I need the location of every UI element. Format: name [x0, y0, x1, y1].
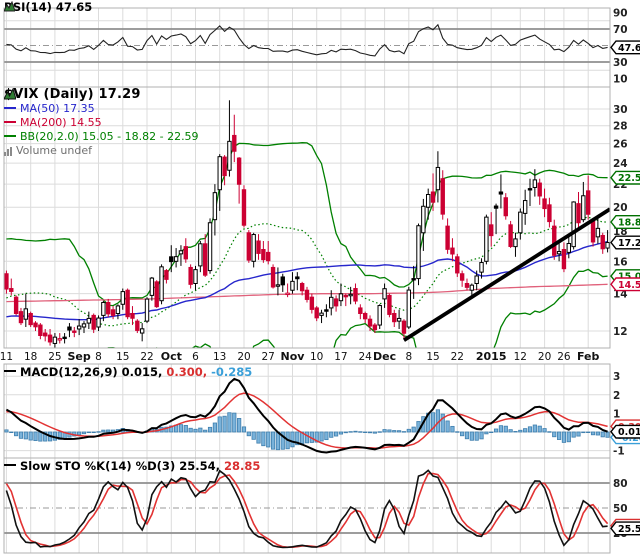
line-swatch-icon	[4, 464, 16, 466]
svg-text:11: 11	[0, 351, 13, 363]
svg-text:10: 10	[310, 351, 323, 363]
bollinger-legend-text: BB(20,2.0) 15.05 - 18.82 - 22.59	[20, 130, 199, 143]
line-swatch-icon	[4, 106, 16, 109]
svg-text:27: 27	[262, 351, 275, 363]
main-panel	[3, 86, 611, 349]
macd-histogram	[4, 409, 610, 451]
svg-text:18.82: 18.82	[618, 217, 640, 228]
svg-text:16: 16	[613, 256, 628, 268]
macd-line	[5, 377, 608, 454]
svg-text:1: 1	[613, 408, 620, 420]
svg-text:30: 30	[613, 57, 628, 69]
svg-text:25: 25	[48, 351, 61, 363]
axis-value-box	[610, 277, 640, 292]
svg-text:28: 28	[613, 121, 628, 133]
svg-text:6: 6	[192, 351, 199, 363]
svg-text:80: 80	[613, 478, 628, 490]
sto-legend: Slow STO %K(14) %D(3) 25.54, 28.85	[4, 460, 260, 473]
svg-text:24: 24	[359, 351, 373, 363]
svg-text:8: 8	[95, 351, 102, 363]
svg-text:22: 22	[451, 351, 464, 363]
axis-value-box	[610, 235, 640, 250]
ma200-legend: MA(200) 14.55	[4, 116, 199, 129]
symbol-title: $VIX (Daily) 17.29	[4, 87, 141, 102]
svg-text:3: 3	[613, 371, 620, 383]
axis-value-box	[610, 521, 640, 536]
svg-text:10: 10	[613, 74, 628, 86]
macd-legend-text: MACD(12,26,9) 0.015, 0.300, -0.285	[20, 365, 253, 379]
svg-text:12: 12	[514, 351, 527, 363]
macd-legend: MACD(12,26,9) 0.015, 0.300, -0.285	[4, 366, 252, 379]
svg-text:15: 15	[426, 351, 439, 363]
line-swatch-icon	[4, 370, 16, 372]
chart-icon	[4, 88, 16, 100]
sto-panel	[3, 457, 611, 554]
svg-text:Sep: Sep	[67, 350, 90, 363]
svg-text:20: 20	[613, 202, 628, 214]
ma50-legend-text: MA(50) 17.35	[20, 102, 95, 115]
volume-legend: Volume undef	[4, 144, 199, 157]
svg-text:Nov: Nov	[281, 350, 306, 363]
axis-value-box	[610, 424, 640, 439]
svg-text:22.59: 22.59	[618, 173, 640, 184]
line-swatch-icon	[4, 134, 16, 137]
volume-bars-icon	[4, 146, 12, 156]
svg-text:2015: 2015	[476, 350, 507, 363]
svg-text:13: 13	[213, 351, 226, 363]
svg-text:-1: -1	[613, 446, 625, 458]
svg-text:Dec: Dec	[373, 350, 396, 363]
svg-text:2: 2	[613, 390, 620, 402]
svg-text:12: 12	[613, 326, 628, 338]
rsi-line	[6, 23, 608, 57]
chart-icon	[4, 1, 15, 12]
svg-text:26: 26	[557, 351, 571, 363]
ma200-legend-text: MA(200) 14.55	[20, 116, 102, 129]
symbol-title-row: $VIX (Daily) 17.29	[4, 88, 199, 101]
svg-text:14.55: 14.55	[618, 280, 640, 291]
svg-text:20: 20	[538, 351, 551, 363]
bollinger-legend: BB(20,2.0) 15.05 - 18.82 - 22.59	[4, 130, 199, 143]
line-swatch-icon	[4, 120, 16, 123]
svg-text:15.05: 15.05	[618, 272, 640, 283]
gridlines	[4, 8, 610, 553]
svg-text:50: 50	[613, 503, 628, 515]
svg-text:20: 20	[237, 351, 250, 363]
rsi-legend-text: RSI(14) 47.65	[4, 0, 93, 14]
axis-value-box	[610, 40, 640, 55]
svg-text:Feb: Feb	[577, 350, 600, 363]
ma50-line	[6, 240, 608, 321]
volume-legend-text: Volume undef	[16, 144, 92, 157]
svg-text:17: 17	[334, 351, 347, 363]
svg-text:70: 70	[613, 24, 628, 36]
macd-signal-line	[6, 392, 608, 449]
svg-text:26: 26	[613, 139, 628, 151]
svg-text:30: 30	[613, 104, 628, 116]
svg-text:15: 15	[116, 351, 129, 363]
svg-text:8: 8	[405, 351, 412, 363]
axis-value-box	[610, 215, 640, 229]
trendline[interactable]	[402, 207, 610, 342]
svg-text:22: 22	[140, 351, 153, 363]
svg-text:18: 18	[24, 351, 37, 363]
svg-text:25.54: 25.54	[618, 524, 640, 535]
svg-text:Oct: Oct	[161, 350, 182, 363]
svg-text:14: 14	[613, 289, 628, 301]
svg-text:90: 90	[613, 8, 628, 20]
overlay-legend-list: MA(50) 17.35 MA(200) 14.55 BB(20,2.0) 15.0…	[4, 102, 199, 157]
sto-k-line	[5, 469, 608, 549]
bb-lower-line	[106, 268, 608, 348]
svg-text:17.29: 17.29	[618, 238, 640, 249]
sto-legend-text: Slow STO %K(14) %D(3) 25.54, 28.85	[20, 459, 261, 473]
main-legend: $VIX (Daily) 17.29 MA(50) 17.35 MA(200) 1…	[4, 88, 199, 157]
svg-text:24: 24	[613, 158, 628, 170]
axis-value-box	[610, 170, 640, 185]
candlesticks	[4, 100, 610, 348]
svg-text:0.015: 0.015	[618, 427, 640, 438]
rsi-legend: RSI(14) 47.65	[4, 1, 92, 14]
ma50-legend: MA(50) 17.35	[4, 102, 199, 115]
svg-text:47.65: 47.65	[618, 43, 640, 54]
